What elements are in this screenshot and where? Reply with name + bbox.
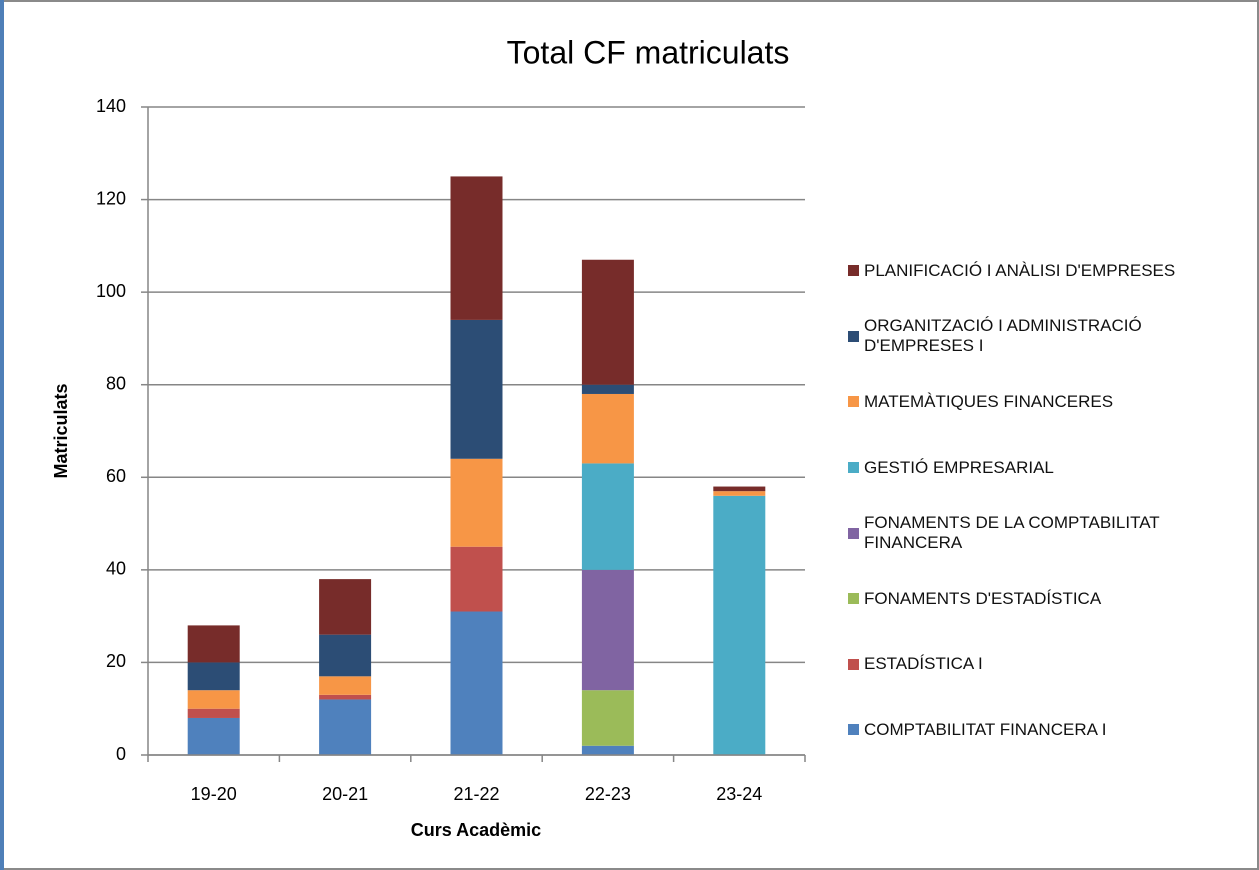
legend-item: ORGANITZACIÓ I ADMINISTRACIÓ D'EMPRESES … [848, 304, 1258, 370]
bar-segment [450, 611, 503, 755]
legend-label: COMPTABILITAT FINANCERA I [864, 719, 1107, 739]
bar-segment [319, 579, 372, 635]
x-axis-label: Curs Acadèmic [411, 820, 541, 840]
bar-segment [581, 463, 634, 570]
legend-label: ORGANITZACIÓ I ADMINISTRACIÓ D'EMPRESES … [864, 316, 1142, 356]
legend-label: PLANIFICACIÓ I ANÀLISI D'EMPRESES [864, 260, 1176, 280]
y-tick-label: 120 [96, 188, 126, 208]
legend-swatch [848, 724, 859, 736]
legend-item: COMPTABILITAT FINANCERA I [848, 697, 1258, 763]
legend-item: MATEMÀTIQUES FINANCERES [848, 369, 1258, 435]
legend-swatch [848, 265, 859, 277]
bar-segment [581, 259, 634, 385]
x-tick-label: 22-23 [585, 784, 631, 804]
bar-segment [450, 458, 503, 547]
bar-segment [581, 745, 634, 755]
bar-segment [713, 491, 766, 496]
y-tick-label: 140 [96, 96, 126, 116]
chart-title: Total CF matriculats [507, 34, 790, 70]
bar-segment [319, 634, 372, 677]
y-tick-label: 20 [106, 651, 126, 671]
x-tick-label: 21-22 [453, 784, 499, 804]
legend-swatch [848, 593, 859, 605]
legend-item: FONAMENTS DE LA COMPTABILITAT FINANCERA [848, 500, 1258, 566]
bar-segment [713, 495, 766, 755]
legend-swatch [848, 330, 859, 342]
legend-item: GESTIÓ EMPRESARIAL [848, 435, 1258, 501]
legend-item: PLANIFICACIÓ I ANÀLISI D'EMPRESES [848, 238, 1258, 304]
bar-segment [581, 569, 634, 691]
legend-swatch [848, 396, 859, 408]
bar-segment [581, 384, 634, 394]
x-tick-label: 23-24 [716, 784, 762, 804]
legend-swatch [848, 462, 859, 474]
bar-segment [187, 662, 240, 691]
legend-item: ESTADÍSTICA I [848, 632, 1258, 698]
bar-segment [319, 699, 372, 755]
legend-swatch [848, 658, 859, 670]
y-tick-label: 0 [116, 744, 126, 764]
bar-segment [713, 486, 766, 492]
legend-label: MATEMÀTIQUES FINANCERES [864, 391, 1114, 411]
bar-segment [187, 690, 240, 709]
x-tick-label: 20-21 [322, 784, 368, 804]
y-axis-label: Matriculats [51, 383, 71, 478]
legend-label: FONAMENTS DE LA COMPTABILITAT FINANCERA [864, 513, 1160, 553]
bar-segment [581, 690, 634, 746]
bar-segment [450, 546, 503, 612]
legend-label: ESTADÍSTICA I [864, 654, 983, 674]
legend-swatch [848, 527, 859, 539]
bar-segment [187, 717, 240, 755]
y-tick-label: 60 [106, 466, 126, 486]
legend-item: FONAMENTS D'ESTADÍSTICA [848, 566, 1258, 632]
bar-segment [319, 676, 372, 695]
legend-label: FONAMENTS D'ESTADÍSTICA [864, 588, 1102, 608]
y-tick-label: 40 [106, 559, 126, 579]
legend-label: GESTIÓ EMPRESARIAL [864, 457, 1054, 477]
bar-segment [187, 708, 240, 718]
bar-segment [450, 176, 503, 320]
x-tick-label: 19-20 [191, 784, 237, 804]
legend: PLANIFICACIÓ I ANÀLISI D'EMPRESES ORGANIT… [848, 238, 1258, 763]
y-tick-label: 100 [96, 281, 126, 301]
bar-segment [319, 694, 372, 700]
bar-segment [450, 319, 503, 459]
bar-segment [581, 393, 634, 464]
bar-segment [187, 625, 240, 663]
y-tick-label: 80 [106, 373, 126, 393]
